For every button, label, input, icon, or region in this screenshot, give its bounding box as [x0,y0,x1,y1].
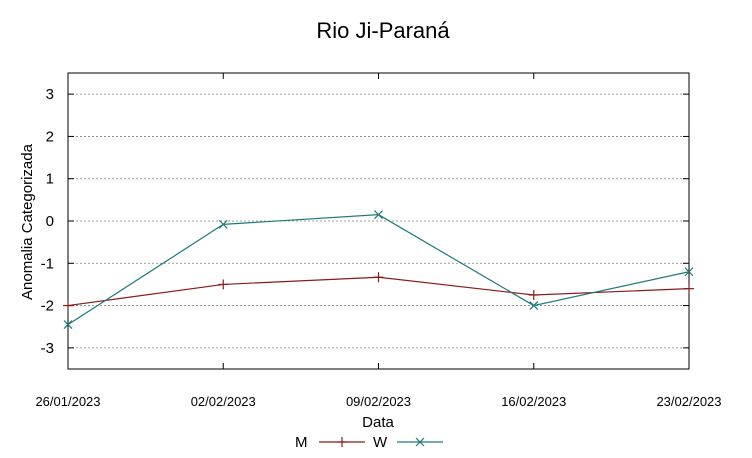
data-point-M [528,290,539,300]
x-axis-label: Data [362,414,394,431]
data-point-M [218,279,229,290]
data-point-W [529,301,539,310]
data-point-W [374,210,383,220]
y-axis-label: Anomalia Categorizada [19,143,36,300]
series-W [63,210,694,330]
grid-layer [68,93,689,349]
data-point-W [63,320,73,330]
y-tick-label: 3 [46,86,54,103]
data-point-M [63,300,73,311]
y-tick-label: 0 [46,213,54,230]
data-point-W [684,267,694,277]
y-tick-layer: 3 2 1 0 -1 -2 -3 [41,86,689,357]
y-tick-label: -2 [41,298,54,315]
legend-marker [415,437,425,447]
chart-title: Rio Ji-Paraná [316,18,450,43]
x-tick-label: 26/01/2023 [35,394,100,409]
series-layer [63,210,694,330]
legend-marker [337,437,347,447]
x-tick-label: 02/02/2023 [191,394,256,409]
y-tick-label: -3 [41,340,54,357]
x-tick-label: 09/02/2023 [346,394,411,409]
series-M [63,272,694,311]
x-tick-label: 23/02/2023 [656,394,721,409]
data-point-M [684,283,694,294]
y-tick-label: 1 [46,171,54,188]
legend-label: M [295,434,308,451]
x-tick-label: 16/02/2023 [501,394,566,409]
x-tick-layer: 26/01/2023 02/02/2023 09/02/2023 16/02/2023… [35,73,722,409]
data-point-M [373,272,384,283]
series-line-W [67,214,690,326]
legend-label: W [373,434,388,451]
y-tick-label: 2 [46,128,54,145]
data-point-W [218,219,228,229]
y-tick-label: -1 [41,255,54,272]
